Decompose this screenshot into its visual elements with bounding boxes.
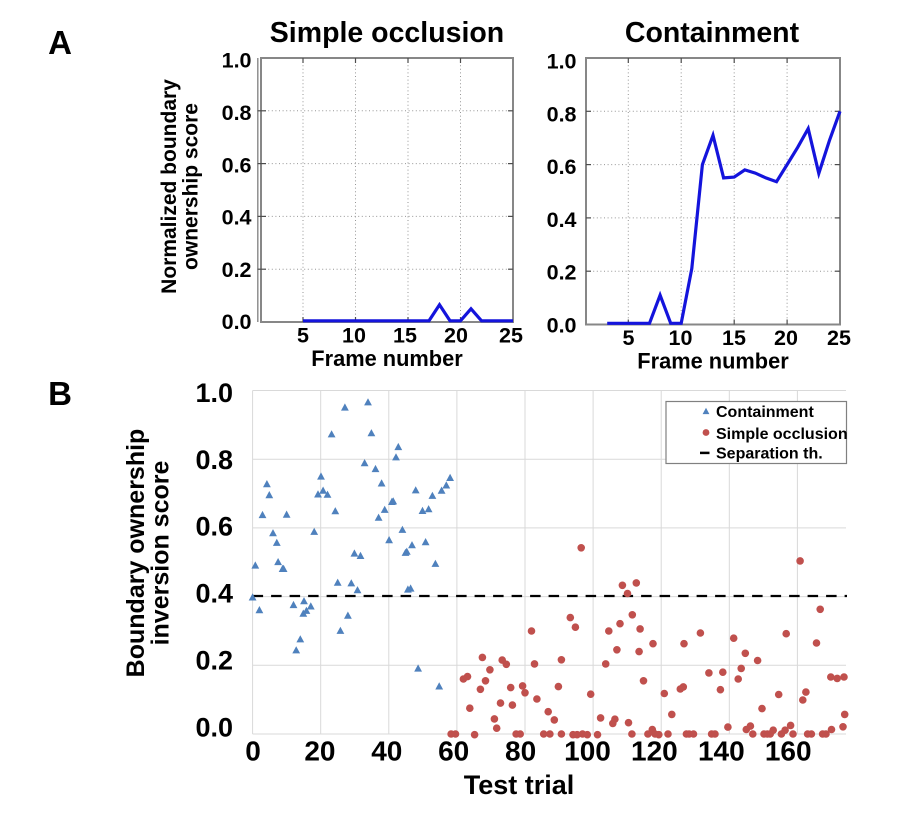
svg-text:Frame number: Frame number bbox=[311, 346, 463, 371]
svg-text:15: 15 bbox=[722, 326, 746, 350]
svg-text:100: 100 bbox=[564, 736, 611, 767]
svg-text:25: 25 bbox=[827, 326, 851, 350]
svg-text:Containment: Containment bbox=[625, 17, 800, 49]
svg-text:5: 5 bbox=[297, 324, 309, 348]
svg-text:5: 5 bbox=[623, 326, 635, 350]
svg-text:15: 15 bbox=[393, 324, 417, 348]
svg-text:Test trial: Test trial bbox=[464, 770, 575, 800]
svg-text:0.4: 0.4 bbox=[222, 206, 252, 230]
svg-text:inversion score: inversion score bbox=[147, 461, 175, 646]
svg-text:160: 160 bbox=[765, 736, 812, 767]
svg-text:10: 10 bbox=[669, 326, 693, 350]
svg-text:20: 20 bbox=[774, 326, 798, 350]
svg-text:ownership score: ownership score bbox=[179, 103, 202, 270]
svg-text:0.2: 0.2 bbox=[222, 258, 252, 282]
svg-text:60: 60 bbox=[438, 736, 469, 767]
svg-text:1.0: 1.0 bbox=[547, 50, 577, 74]
svg-text:0.0: 0.0 bbox=[222, 310, 252, 334]
svg-text:Boundary ownership: Boundary ownership bbox=[122, 429, 150, 678]
svg-text:Containment: Containment bbox=[716, 404, 814, 421]
svg-text:0.0: 0.0 bbox=[547, 313, 577, 337]
svg-text:Simple occlusion: Simple occlusion bbox=[716, 426, 848, 443]
svg-text:10: 10 bbox=[342, 324, 366, 348]
svg-text:120: 120 bbox=[631, 736, 678, 767]
svg-text:40: 40 bbox=[371, 736, 402, 767]
svg-text:0.6: 0.6 bbox=[222, 153, 252, 177]
svg-text:B: B bbox=[48, 375, 72, 412]
svg-text:20: 20 bbox=[444, 324, 468, 348]
svg-text:0.6: 0.6 bbox=[547, 155, 577, 179]
svg-text:0.8: 0.8 bbox=[222, 101, 252, 125]
svg-text:0.8: 0.8 bbox=[547, 102, 577, 126]
svg-text:1.0: 1.0 bbox=[222, 49, 252, 73]
svg-text:0.0: 0.0 bbox=[195, 712, 233, 742]
svg-text:Normalized boundary: Normalized boundary bbox=[158, 79, 181, 294]
svg-text:0.2: 0.2 bbox=[195, 646, 233, 676]
svg-text:80: 80 bbox=[505, 736, 536, 767]
svg-text:20: 20 bbox=[304, 736, 335, 767]
svg-text:1.0: 1.0 bbox=[195, 378, 233, 408]
svg-text:25: 25 bbox=[499, 324, 523, 348]
svg-text:A: A bbox=[48, 24, 72, 61]
svg-text:Simple occlusion: Simple occlusion bbox=[270, 17, 504, 49]
svg-text:Separation th.: Separation th. bbox=[716, 446, 823, 463]
svg-text:0.6: 0.6 bbox=[195, 512, 233, 542]
svg-text:Frame number: Frame number bbox=[637, 349, 789, 374]
svg-text:0.8: 0.8 bbox=[195, 445, 233, 475]
svg-text:0: 0 bbox=[245, 736, 261, 767]
svg-text:140: 140 bbox=[698, 736, 745, 767]
svg-text:0.2: 0.2 bbox=[547, 261, 577, 285]
svg-text:0.4: 0.4 bbox=[547, 208, 577, 232]
svg-text:0.4: 0.4 bbox=[195, 579, 233, 609]
